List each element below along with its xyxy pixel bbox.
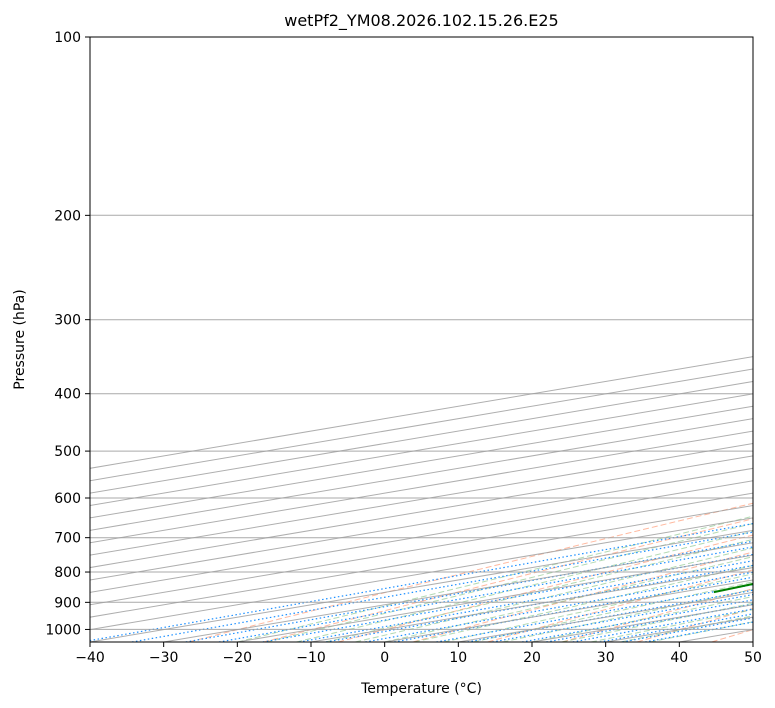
isotherm-line	[90, 455, 753, 569]
x-tick-label: −10	[296, 650, 326, 666]
x-tick-label: −30	[149, 650, 179, 666]
y-tick-label: 400	[54, 387, 81, 403]
x-axis-label: Temperature (°C)	[360, 681, 482, 697]
x-tick-label: 0	[380, 650, 389, 666]
y-tick-label: 200	[54, 208, 81, 224]
x-tick-label: −20	[223, 650, 253, 666]
temperature-line	[754, 37, 775, 592]
mixing-ratio-line	[131, 531, 753, 642]
x-tick-label: 20	[523, 650, 541, 666]
y-tick-label: 700	[54, 531, 81, 547]
axes: −40 −30 −20 −10 0 10 20 30 40 50 100 200 300 400 500 60…	[45, 30, 762, 666]
x-tick-label: 50	[744, 650, 762, 666]
dry-adiabat-line	[338, 534, 753, 642]
y-tick-label: 800	[54, 565, 81, 581]
isotherm-line	[90, 492, 753, 606]
x-tick-label: 30	[597, 650, 615, 666]
plot-background	[90, 37, 753, 642]
mixing-ratio-line	[436, 584, 753, 642]
mixing-ratio-line	[365, 571, 753, 642]
y-tick-label: 500	[54, 444, 81, 460]
y-tick-label: 1000	[45, 622, 81, 638]
isotherm-line	[90, 430, 753, 544]
dry-adiabat-line	[188, 502, 753, 642]
isotherm-line	[90, 517, 753, 631]
isotherm-line	[752, 641, 753, 642]
y-tick-label: 600	[54, 491, 81, 507]
moist-adiabat-line	[413, 564, 753, 642]
isotherm-line	[90, 467, 753, 581]
mixing-ratio-line	[325, 564, 753, 642]
background-lines	[90, 37, 753, 642]
isotherm-line	[90, 505, 753, 618]
mixing-ratio-line	[299, 560, 753, 642]
dry-adiabat-line	[562, 588, 753, 642]
chart-title: wetPf2_YM08.2026.102.15.26.E25	[284, 11, 558, 31]
x-tick-label: −40	[75, 650, 105, 666]
isotherm-line	[90, 442, 753, 556]
moist-adiabat-line	[325, 538, 753, 642]
y-axis-label: Pressure (hPa)	[12, 289, 28, 389]
dry-adiabat-line	[487, 569, 753, 642]
y-tick-label: 300	[54, 313, 81, 329]
moist-adiabat-line	[531, 596, 753, 642]
isotherm-line	[90, 480, 753, 593]
y-tick-label: 100	[54, 30, 81, 46]
y-tick-label: 900	[54, 595, 81, 611]
isotherm-line	[90, 529, 753, 642]
x-tick-label: 40	[670, 650, 688, 666]
x-tick-label: 10	[449, 650, 467, 666]
plot-frame	[89, 36, 754, 643]
